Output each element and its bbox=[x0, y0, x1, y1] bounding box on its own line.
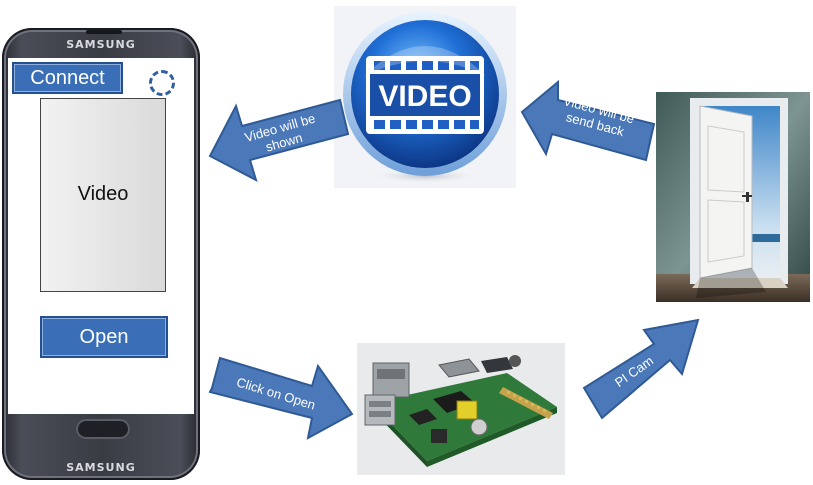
loading-spinner-icon bbox=[149, 70, 175, 96]
arrow-left-icon bbox=[520, 79, 656, 162]
video-badge-icon: VIDEO bbox=[334, 6, 516, 188]
phone-brand-bottom: SAMSUNG bbox=[66, 461, 136, 474]
phone-brand-top: SAMSUNG bbox=[66, 38, 136, 51]
arrow-up-right-icon bbox=[582, 318, 700, 420]
phone-earpiece bbox=[86, 30, 122, 34]
arrow-click-on-open: Click on Open bbox=[208, 352, 356, 444]
open-button[interactable]: Open bbox=[40, 316, 168, 358]
video-badge-text: VIDEO bbox=[378, 80, 471, 113]
phone-home-button[interactable] bbox=[76, 419, 130, 439]
arrow-right-icon bbox=[208, 356, 354, 440]
video-area-label: Video bbox=[77, 183, 129, 205]
video-badge-graphic: VIDEO bbox=[334, 6, 516, 188]
raspberry-pi-graphic bbox=[357, 343, 565, 475]
raspberry-pi-image bbox=[357, 343, 565, 475]
video-display-area: Video bbox=[40, 98, 166, 292]
open-door-image bbox=[656, 92, 810, 302]
connect-button[interactable]: Connect bbox=[12, 62, 123, 94]
arrow-video-shown: Video will be shown bbox=[206, 96, 352, 194]
arrow-video-send-back: Video will be send back bbox=[518, 78, 658, 170]
door-graphic bbox=[656, 92, 810, 302]
arrow-pi-cam: PI Cam bbox=[578, 314, 702, 424]
arrow-left-icon bbox=[208, 98, 350, 182]
